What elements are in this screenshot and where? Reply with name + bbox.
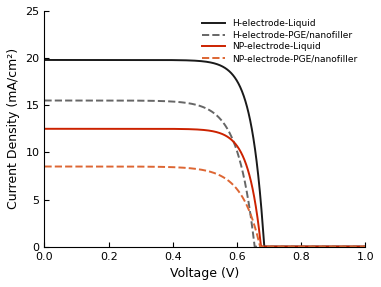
NP-electrode-Liquid: [354, 245, 359, 248]
H-electrode-Liquid: [354, 245, 358, 248]
H-electrode-PGE/nanofiller: [190, 102, 194, 106]
H-electrode-PGE/nanofiller: [295, 245, 299, 248]
H-electrode-Liquid: [354, 245, 359, 248]
NP-electrode-Liquid: [363, 245, 368, 248]
Line: H-electrode-PGE/nanofiller: H-electrode-PGE/nanofiller: [45, 100, 365, 247]
H-electrode-PGE/nanofiller: [42, 99, 47, 102]
Legend: H-electrode-Liquid, H-electrode-PGE/nanofiller, NP-electrode-Liquid, NP-electrod: H-electrode-Liquid, H-electrode-PGE/nano…: [199, 15, 361, 67]
Line: NP-electrode-Liquid: NP-electrode-Liquid: [45, 129, 365, 247]
Line: NP-electrode-PGE/nanofiller: NP-electrode-PGE/nanofiller: [45, 166, 365, 247]
NP-electrode-PGE/nanofiller: [42, 165, 47, 168]
NP-electrode-PGE/nanofiller: [354, 245, 359, 248]
H-electrode-Liquid: [295, 245, 299, 248]
NP-electrode-Liquid: [42, 127, 47, 131]
NP-electrode-Liquid: [259, 245, 263, 248]
Y-axis label: Current Density (mA/cm²): Current Density (mA/cm²): [7, 48, 20, 209]
NP-electrode-PGE/nanofiller: [354, 245, 358, 248]
NP-electrode-PGE/nanofiller: [295, 245, 299, 248]
H-electrode-Liquid: [190, 59, 194, 62]
NP-electrode-PGE/nanofiller: [59, 165, 63, 168]
H-electrode-PGE/nanofiller: [59, 99, 63, 102]
NP-electrode-PGE/nanofiller: [198, 168, 203, 171]
Line: H-electrode-Liquid: H-electrode-Liquid: [45, 60, 365, 247]
NP-electrode-PGE/nanofiller: [190, 167, 194, 170]
NP-electrode-Liquid: [198, 128, 203, 131]
NP-electrode-Liquid: [354, 245, 358, 248]
NP-electrode-Liquid: [190, 127, 194, 131]
NP-electrode-Liquid: [295, 245, 299, 248]
NP-electrode-PGE/nanofiller: [258, 245, 263, 248]
H-electrode-Liquid: [198, 59, 203, 63]
H-electrode-Liquid: [42, 58, 47, 62]
H-electrode-Liquid: [59, 58, 63, 62]
NP-electrode-PGE/nanofiller: [363, 245, 368, 248]
H-electrode-Liquid: [262, 245, 267, 248]
H-electrode-PGE/nanofiller: [354, 245, 358, 248]
H-electrode-PGE/nanofiller: [198, 104, 203, 108]
H-electrode-PGE/nanofiller: [252, 245, 257, 248]
X-axis label: Voltage (V): Voltage (V): [170, 267, 240, 280]
H-electrode-Liquid: [363, 245, 368, 248]
H-electrode-PGE/nanofiller: [363, 245, 368, 248]
H-electrode-PGE/nanofiller: [354, 245, 359, 248]
NP-electrode-Liquid: [59, 127, 63, 131]
